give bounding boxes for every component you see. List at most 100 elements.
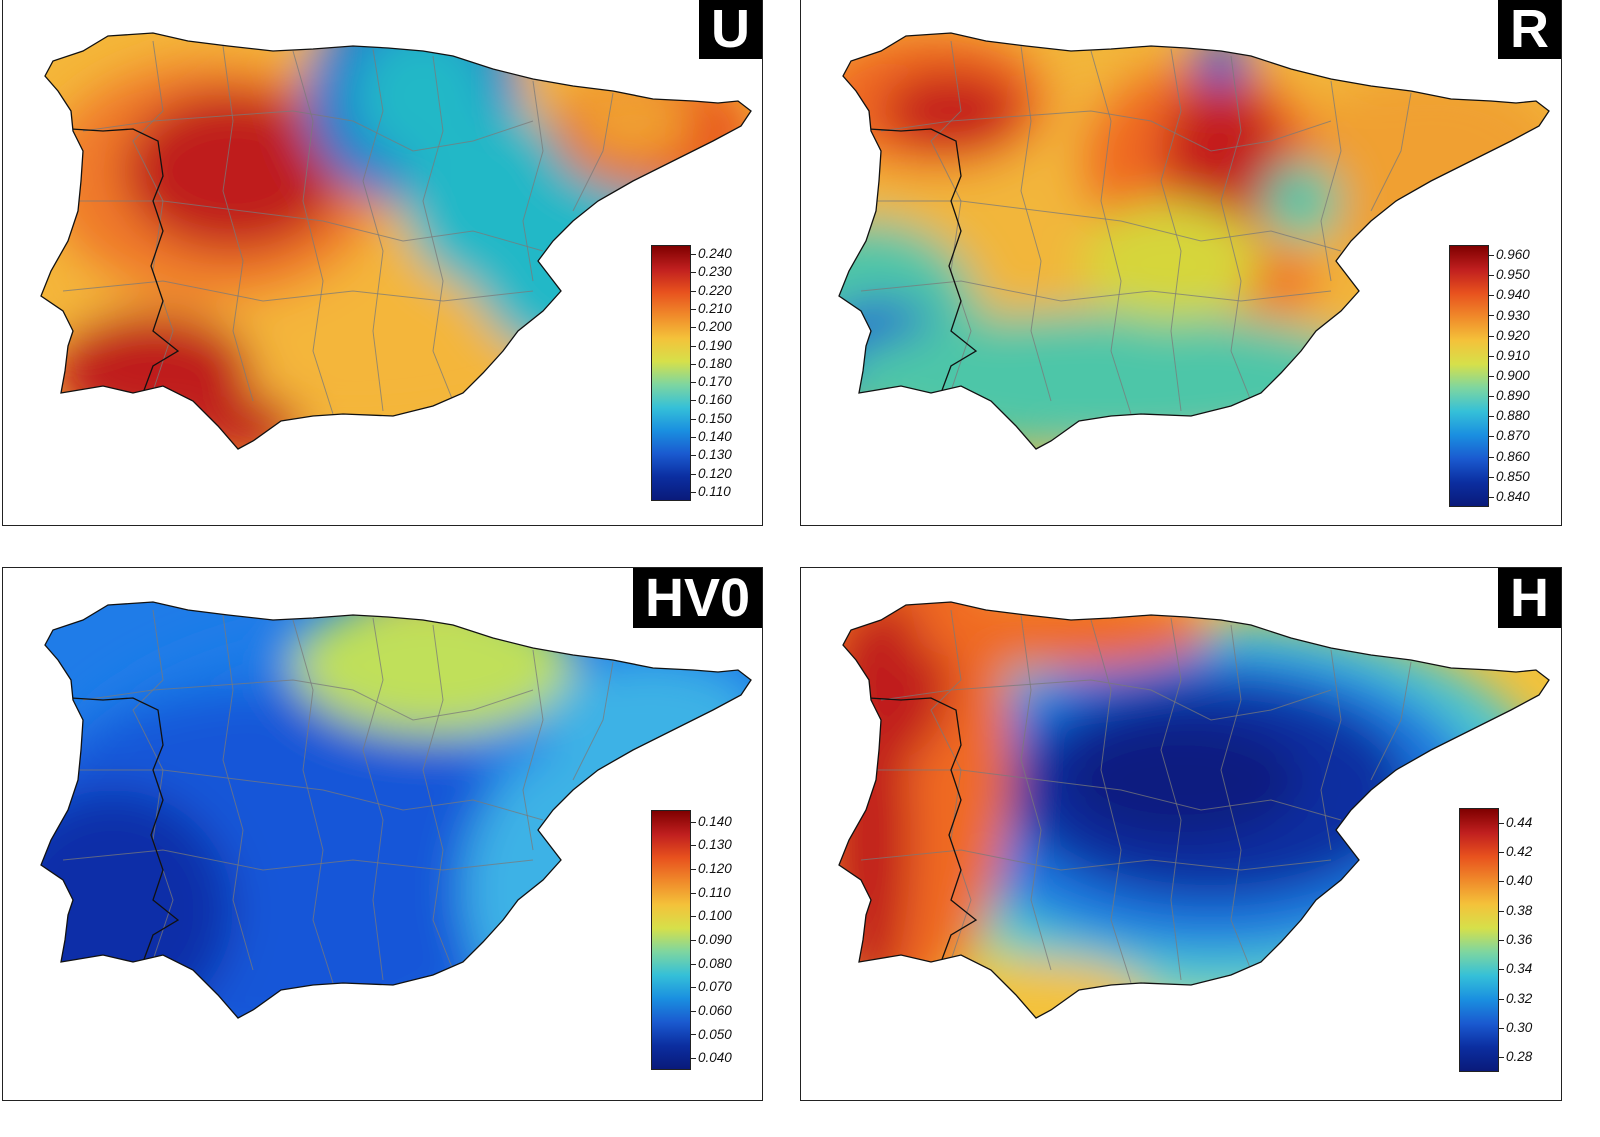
province-boundary xyxy=(1220,624,1252,971)
color-legend-h: 0.44 0.42 0.40 0.38 0.36 0.34 0.32 0.30 0.28 xyxy=(1459,808,1559,1072)
coastline xyxy=(40,32,752,450)
legend-color-bar xyxy=(651,245,691,501)
legend-tick-label: 0.110 xyxy=(691,484,731,499)
legend-tick-label: 0.180 xyxy=(691,356,732,371)
legend-tick-label: 0.950 xyxy=(1489,268,1530,282)
province-boundary xyxy=(522,649,544,851)
map-layer xyxy=(838,601,1550,1019)
heatmap-surface xyxy=(839,33,1549,449)
heatmap-surface xyxy=(839,602,1549,1018)
province-boundary xyxy=(222,45,254,402)
legend-color-bar xyxy=(1459,808,1499,1072)
province-boundary xyxy=(1320,80,1342,282)
province-boundary xyxy=(362,48,384,412)
province-boundary xyxy=(572,92,614,212)
legend-tick-label: 0.150 xyxy=(691,411,732,426)
legend-tick-label: 0.140 xyxy=(691,430,732,444)
iberia-map-hv0 xyxy=(40,601,752,1019)
iberia-map-h xyxy=(838,601,1550,1019)
iberia-map-u xyxy=(40,32,752,450)
map-layer xyxy=(40,601,752,1019)
heatmap-zone xyxy=(931,960,1151,1018)
legend-tick-label: 0.36 xyxy=(1499,933,1532,947)
heatmap-zone xyxy=(123,91,343,251)
legend-tick-label: 0.220 xyxy=(691,283,732,298)
legend-tick-label: 0.910 xyxy=(1489,348,1530,363)
legend-tick-label: 0.38 xyxy=(1499,903,1532,918)
spain-portugal-border xyxy=(868,697,978,963)
province-boundary xyxy=(880,110,1332,152)
legend-tick-label: 0.060 xyxy=(691,1003,732,1018)
legend-tick-label: 0.240 xyxy=(691,247,732,261)
province-boundary xyxy=(62,280,534,302)
legend-tick-label: 0.890 xyxy=(1489,389,1530,403)
province-boundary xyxy=(292,50,334,415)
legend-tick-label: 0.860 xyxy=(1489,449,1530,464)
legend-tick-label: 0.110 xyxy=(691,885,731,900)
province-boundary xyxy=(292,619,334,984)
heatmap-zone xyxy=(41,790,233,1018)
coastline xyxy=(838,601,1550,1019)
province-boundary xyxy=(572,661,614,781)
legend-tick-label: 0.130 xyxy=(691,838,732,852)
legend-tick-label: 0.44 xyxy=(1499,815,1532,830)
province-boundary xyxy=(860,280,1332,302)
spain-portugal-border xyxy=(868,128,978,394)
province-boundary xyxy=(1020,45,1052,402)
legend-tick-label: 0.850 xyxy=(1489,469,1530,484)
map-layer xyxy=(838,32,1550,450)
legend-tick-label: 0.920 xyxy=(1489,328,1530,343)
province-boundary xyxy=(73,769,544,821)
province-boundary xyxy=(422,624,454,971)
province-boundary xyxy=(62,849,534,871)
panel-label-u: U xyxy=(699,0,762,59)
province-boundary xyxy=(1370,92,1412,212)
legend-tick-label: 0.120 xyxy=(691,466,732,481)
province-boundary xyxy=(73,200,544,252)
panel-label-h: H xyxy=(1498,568,1561,628)
iberia-map-r xyxy=(838,32,1550,450)
color-legend-u: 0.240 0.230 0.220 0.210 0.200 0.190 0.180 0.170… xyxy=(651,245,761,501)
province-boundary xyxy=(1160,617,1182,981)
legend-color-bar xyxy=(651,810,691,1070)
spain-portugal-border xyxy=(70,697,180,963)
legend-tick-label: 0.870 xyxy=(1489,429,1530,443)
province-boundary xyxy=(362,617,384,981)
heatmap-zone xyxy=(839,680,911,1000)
heatmap-zone xyxy=(573,81,693,161)
heatmap-zone xyxy=(911,602,1211,670)
heatmap-zone xyxy=(463,750,683,1018)
heatmap-zone xyxy=(1261,161,1341,241)
heatmap-zone xyxy=(1081,201,1261,321)
legend-tick-label: 0.160 xyxy=(691,393,732,407)
province-boundary xyxy=(422,55,454,402)
map-panel-u: U 0.240 0.230 0.220 0.210 0.200 0.190 0.180 0.1… xyxy=(2,0,763,526)
legend-tick-label: 0.090 xyxy=(691,933,732,947)
legend-tick-label: 0.070 xyxy=(691,980,732,994)
legend-tick-label: 0.42 xyxy=(1499,845,1532,859)
legend-tick-label: 0.080 xyxy=(691,956,732,971)
legend-tick-label: 0.840 xyxy=(1489,489,1530,504)
legend-tick-label: 0.140 xyxy=(691,814,732,829)
map-panel-r: R 0.960 0.950 0.940 0.930 0.920 0.910 0.900 0.8… xyxy=(800,0,1562,526)
legend-tick-label: 0.210 xyxy=(691,302,732,316)
map-panel-h: H 0.44 0.42 0.40 0.38 0.36 0.34 0.32 0.30 0.28 xyxy=(800,567,1562,1101)
province-boundary xyxy=(871,200,1342,252)
province-boundary xyxy=(871,769,1342,821)
province-boundary xyxy=(860,849,1332,871)
legend-tick-label: 0.190 xyxy=(691,338,732,353)
panel-label-hv0: HV0 xyxy=(632,568,762,628)
legend-tick-label: 0.200 xyxy=(691,320,732,334)
province-boundary xyxy=(1370,661,1412,781)
legend-tick-label: 0.32 xyxy=(1499,991,1532,1006)
panel-label-r: R xyxy=(1498,0,1561,59)
heatmap-zone xyxy=(839,311,1391,449)
color-legend-hv0: 0.140 0.130 0.120 0.110 0.100 0.090 0.080 0.070… xyxy=(651,810,761,1070)
color-legend-r: 0.960 0.950 0.940 0.930 0.920 0.910 0.900 0.890… xyxy=(1449,245,1559,507)
map-panel-hv0: HV0 0.140 0.130 0.120 0.110 0.100 0.090 0.080 0… xyxy=(2,567,763,1101)
province-boundary xyxy=(1220,55,1252,402)
province-boundary xyxy=(82,679,534,721)
legend-tick-label: 0.040 xyxy=(691,1051,732,1065)
coastline xyxy=(40,601,752,1019)
legend-tick-label: 0.170 xyxy=(691,375,732,389)
